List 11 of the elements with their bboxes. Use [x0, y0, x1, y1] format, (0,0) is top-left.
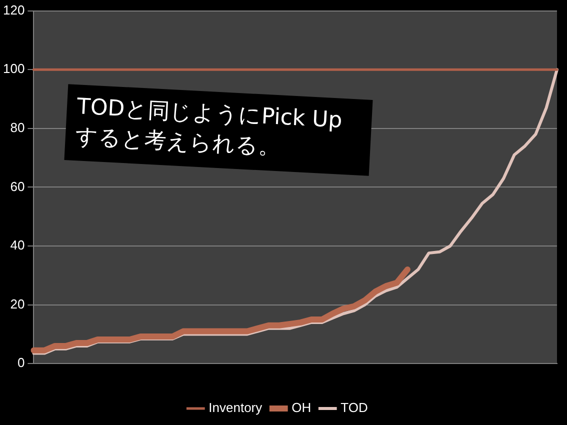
legend-label: TOD: [340, 400, 368, 416]
y-tick-label: 0: [17, 355, 25, 370]
y-tick-label: 20: [10, 296, 25, 312]
y-tick-label: 40: [10, 238, 25, 253]
y-tick-label: 60: [10, 178, 25, 194]
annotation: TODと同じようにPick Upすると考えられる。: [64, 84, 373, 176]
y-tick-label: 120: [2, 2, 25, 18]
legend-label: OH: [292, 400, 312, 416]
y-tick-label: 100: [2, 61, 25, 76]
y-tick-label: 80: [10, 120, 25, 135]
legend-label: Inventory: [208, 400, 263, 416]
